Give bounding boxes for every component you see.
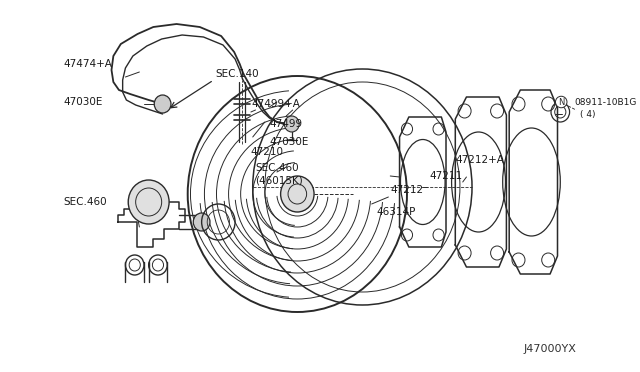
Text: N: N bbox=[558, 97, 564, 106]
Text: J47000YX: J47000YX bbox=[524, 344, 576, 354]
Text: SEC.140: SEC.140 bbox=[216, 69, 259, 79]
Text: ( 4): ( 4) bbox=[580, 109, 595, 119]
Text: SEC.460: SEC.460 bbox=[63, 197, 107, 207]
Text: 47030E: 47030E bbox=[269, 137, 309, 147]
Text: 47212+A: 47212+A bbox=[455, 155, 504, 165]
Circle shape bbox=[128, 180, 169, 224]
Text: 47499+A: 47499+A bbox=[252, 99, 301, 109]
Text: 46314P: 46314P bbox=[376, 207, 416, 217]
Circle shape bbox=[193, 213, 210, 231]
Circle shape bbox=[280, 176, 314, 212]
Text: 47210: 47210 bbox=[251, 147, 284, 157]
Text: 47474+A: 47474+A bbox=[63, 59, 112, 69]
Text: 47030E: 47030E bbox=[63, 97, 102, 107]
Text: 47211: 47211 bbox=[429, 171, 463, 181]
Text: (46015K): (46015K) bbox=[255, 175, 303, 185]
Circle shape bbox=[154, 95, 171, 113]
Circle shape bbox=[284, 116, 299, 132]
Text: 47212: 47212 bbox=[390, 185, 424, 195]
Text: 08911-10B1G: 08911-10B1G bbox=[574, 97, 637, 106]
Text: 47499: 47499 bbox=[269, 119, 303, 129]
Text: SEC.460: SEC.460 bbox=[255, 163, 299, 173]
